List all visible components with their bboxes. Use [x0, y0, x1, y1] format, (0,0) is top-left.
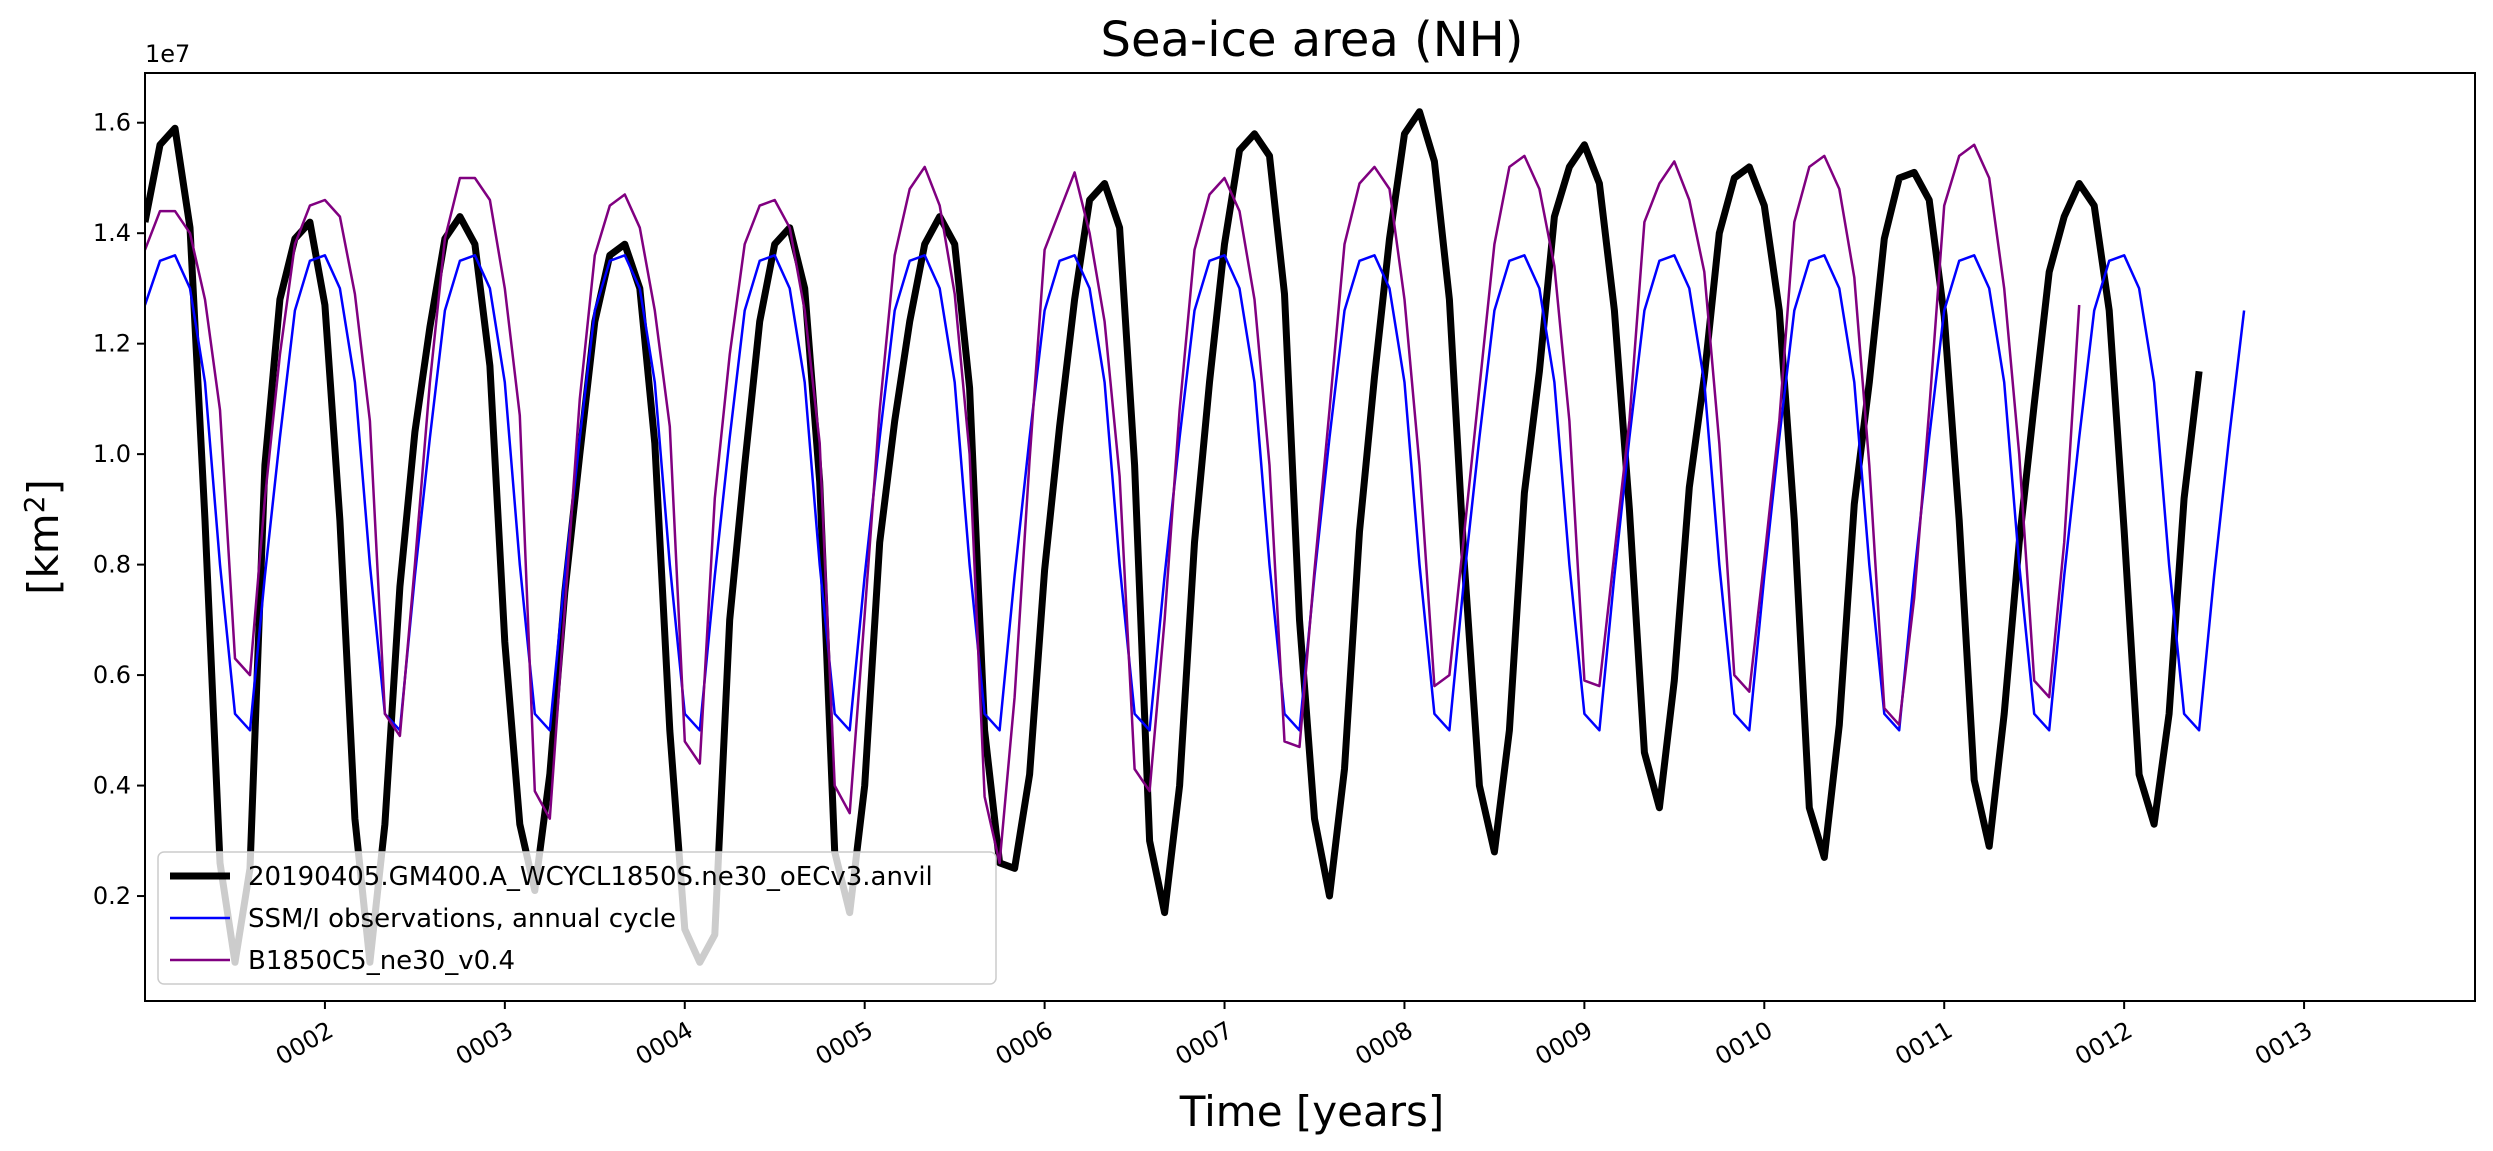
y-tick-label: 0.2 [93, 882, 131, 910]
y-offset-label: 1e7 [145, 40, 190, 68]
legend-label-1: SSM/I observations, annual cycle [248, 904, 676, 934]
plot-frame [144, 72, 2476, 1002]
y-tick-label: 1.4 [93, 219, 131, 247]
y-tick-label: 1.2 [93, 330, 131, 358]
legend-label-2: B1850C5_ne30_v0.4 [248, 946, 515, 976]
plot-area [144, 72, 2476, 1002]
y-axis-title: [km2] [18, 479, 68, 595]
series-layer [145, 108, 2246, 966]
series-line-0 [145, 108, 2203, 966]
legend-box [157, 851, 997, 985]
x-axis-title: Time [years] [1179, 1087, 1445, 1136]
y-tick-label: 1.6 [93, 109, 131, 137]
series-line-1 [145, 254, 2246, 732]
y-tick-label: 0.6 [93, 661, 131, 689]
y-tick-label: 0.8 [93, 551, 131, 579]
legend: 20190405.GM400.A_WCYCL1850S.ne30_oECv3.a… [157, 851, 997, 985]
series-line-2 [145, 143, 2081, 865]
y-tick-label: 1.0 [93, 440, 131, 468]
legend-label-0: 20190405.GM400.A_WCYCL1850S.ne30_oECv3.a… [248, 862, 933, 892]
y-tick-label: 0.4 [93, 772, 131, 800]
chart-title: Sea-ice area (NH) [1101, 12, 1524, 68]
y-axis: 0.2 0.4 0.6 0.8 1.0 1.2 1.4 1.6 [93, 109, 145, 910]
